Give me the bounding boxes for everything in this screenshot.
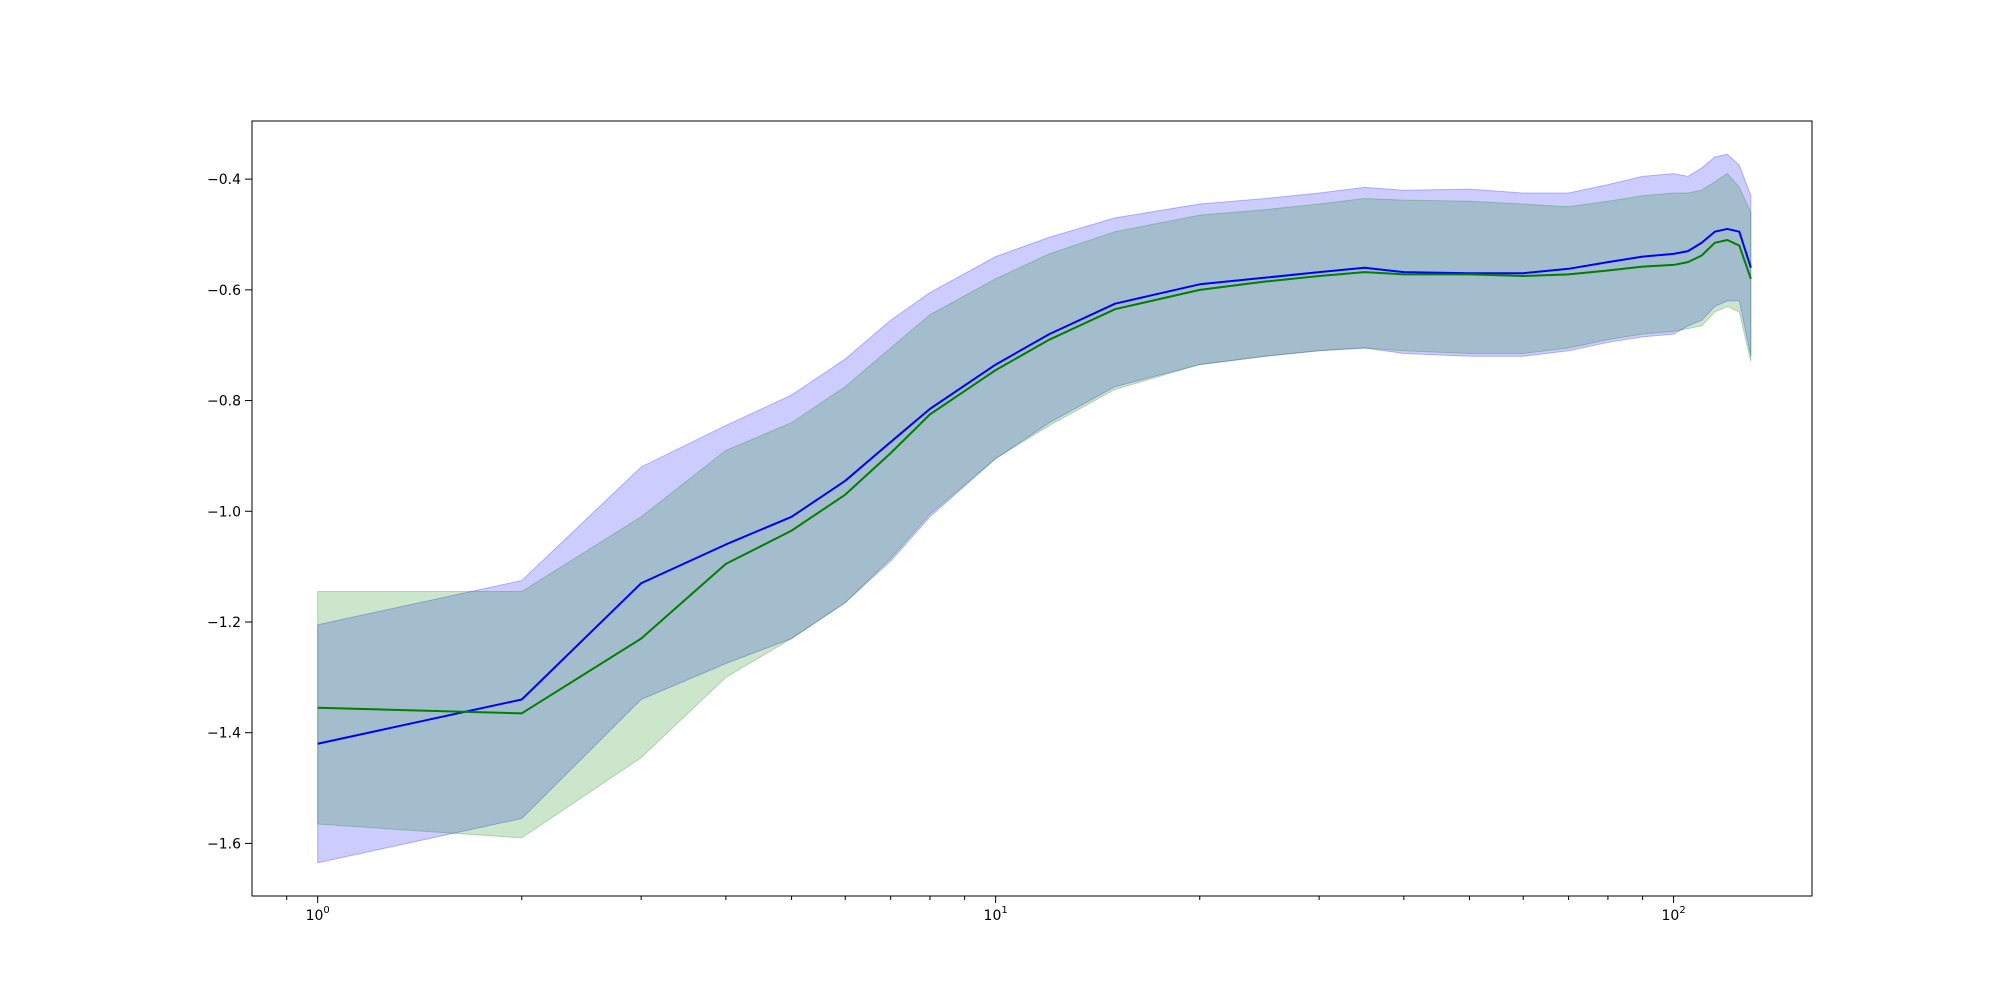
y-tick-label: −1.6	[207, 836, 241, 852]
confidence-bands	[317, 153, 1752, 864]
series-lines	[317, 227, 1752, 745]
plot-frame	[251, 120, 1813, 897]
y-tick-label: −0.4	[207, 172, 241, 188]
x-tick-label: 100	[306, 905, 330, 924]
line-series-2	[317, 239, 1752, 715]
y-tick-label: −0.8	[207, 394, 241, 410]
x-tick-label: 101	[984, 905, 1008, 924]
y-axis: −0.4 −0.6 −0.8 −1.0 −1.2 −1.4 −1.6	[207, 172, 252, 852]
x-axis: 100 101 102	[286, 896, 1686, 924]
y-tick-label: −1.0	[207, 504, 241, 520]
y-tick-label: −0.6	[207, 283, 241, 299]
line-series-1	[317, 227, 1752, 745]
band-series-1	[317, 153, 1752, 864]
x-tick-label: 102	[1662, 905, 1686, 924]
y-tick-label: −1.2	[207, 615, 241, 631]
band-series-2	[317, 172, 1752, 839]
y-tick-label: −1.4	[207, 726, 241, 742]
